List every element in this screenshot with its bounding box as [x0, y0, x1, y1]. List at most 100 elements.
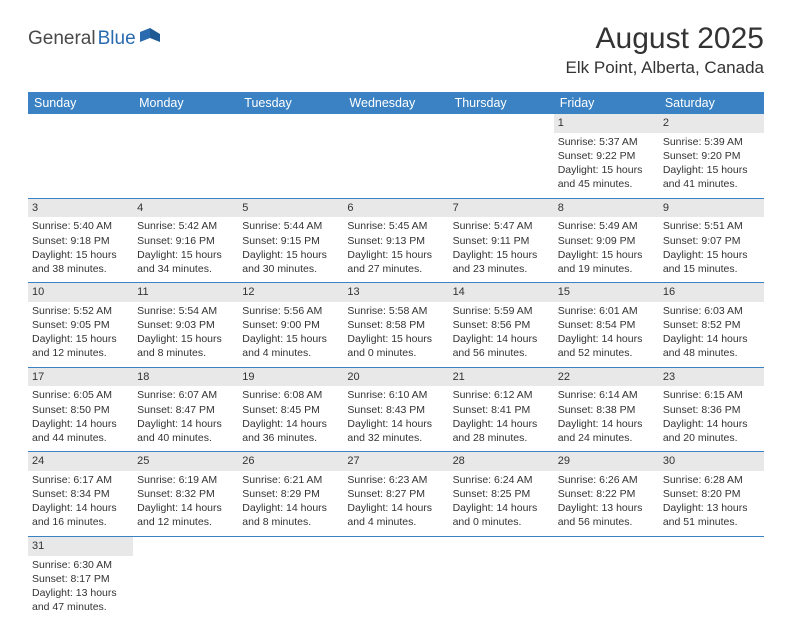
calendar-cell: 11Sunrise: 5:54 AMSunset: 9:03 PMDayligh…: [133, 283, 238, 368]
sunset-text: Sunset: 8:20 PM: [663, 487, 760, 501]
day-header: Friday: [554, 92, 659, 114]
sunset-text: Sunset: 8:36 PM: [663, 403, 760, 417]
calendar-cell: 20Sunrise: 6:10 AMSunset: 8:43 PMDayligh…: [343, 367, 448, 452]
sunrise-text: Sunrise: 6:23 AM: [347, 473, 444, 487]
day-number: 25: [133, 452, 238, 471]
daylight2-text: and 12 minutes.: [32, 346, 129, 360]
daylight2-text: and 20 minutes.: [663, 431, 760, 445]
daylight1-text: Daylight: 14 hours: [242, 417, 339, 431]
sunset-text: Sunset: 9:13 PM: [347, 234, 444, 248]
sunset-text: Sunset: 8:17 PM: [32, 572, 129, 586]
title-block: August 2025 Elk Point, Alberta, Canada: [566, 22, 764, 78]
daylight2-text: and 41 minutes.: [663, 177, 760, 191]
sunset-text: Sunset: 8:41 PM: [453, 403, 550, 417]
logo-text-blue: Blue: [98, 28, 136, 50]
daylight1-text: Daylight: 14 hours: [558, 417, 655, 431]
calendar-cell: 6Sunrise: 5:45 AMSunset: 9:13 PMDaylight…: [343, 198, 448, 283]
sunrise-text: Sunrise: 6:24 AM: [453, 473, 550, 487]
sunrise-text: Sunrise: 5:44 AM: [242, 219, 339, 233]
daylight1-text: Daylight: 15 hours: [242, 332, 339, 346]
day-header: Thursday: [449, 92, 554, 114]
day-header: Wednesday: [343, 92, 448, 114]
daylight1-text: Daylight: 15 hours: [453, 248, 550, 262]
sunrise-text: Sunrise: 6:12 AM: [453, 388, 550, 402]
daylight1-text: Daylight: 13 hours: [558, 501, 655, 515]
calendar-header-row: SundayMondayTuesdayWednesdayThursdayFrid…: [28, 92, 764, 114]
daylight1-text: Daylight: 15 hours: [347, 332, 444, 346]
sunset-text: Sunset: 8:47 PM: [137, 403, 234, 417]
daylight1-text: Daylight: 15 hours: [558, 163, 655, 177]
day-header: Sunday: [28, 92, 133, 114]
calendar-body: 1Sunrise: 5:37 AMSunset: 9:22 PMDaylight…: [28, 114, 764, 620]
sunrise-text: Sunrise: 6:17 AM: [32, 473, 129, 487]
sunrise-text: Sunrise: 5:52 AM: [32, 304, 129, 318]
calendar-cell: 17Sunrise: 6:05 AMSunset: 8:50 PMDayligh…: [28, 367, 133, 452]
flag-icon: [140, 28, 162, 49]
daylight2-text: and 8 minutes.: [242, 515, 339, 529]
calendar-cell: 7Sunrise: 5:47 AMSunset: 9:11 PMDaylight…: [449, 198, 554, 283]
sunrise-text: Sunrise: 6:19 AM: [137, 473, 234, 487]
sunset-text: Sunset: 8:29 PM: [242, 487, 339, 501]
calendar-cell: 3Sunrise: 5:40 AMSunset: 9:18 PMDaylight…: [28, 198, 133, 283]
daylight2-text: and 36 minutes.: [242, 431, 339, 445]
day-number: 31: [28, 537, 133, 556]
daylight1-text: Daylight: 14 hours: [453, 417, 550, 431]
sunrise-text: Sunrise: 5:40 AM: [32, 219, 129, 233]
daylight2-text: and 0 minutes.: [453, 515, 550, 529]
day-number: 26: [238, 452, 343, 471]
calendar-cell: 4Sunrise: 5:42 AMSunset: 9:16 PMDaylight…: [133, 198, 238, 283]
daylight1-text: Daylight: 14 hours: [558, 332, 655, 346]
calendar-cell: [659, 536, 764, 620]
daylight1-text: Daylight: 15 hours: [137, 248, 234, 262]
calendar-cell: [449, 536, 554, 620]
sunrise-text: Sunrise: 6:28 AM: [663, 473, 760, 487]
day-number: 15: [554, 283, 659, 302]
daylight2-text: and 8 minutes.: [137, 346, 234, 360]
calendar-cell: [449, 114, 554, 198]
daylight1-text: Daylight: 15 hours: [242, 248, 339, 262]
calendar-cell: 24Sunrise: 6:17 AMSunset: 8:34 PMDayligh…: [28, 452, 133, 537]
sunset-text: Sunset: 8:50 PM: [32, 403, 129, 417]
day-number: 1: [554, 114, 659, 133]
calendar-week: 17Sunrise: 6:05 AMSunset: 8:50 PMDayligh…: [28, 367, 764, 452]
day-number: 5: [238, 199, 343, 218]
sunrise-text: Sunrise: 6:07 AM: [137, 388, 234, 402]
calendar-cell: [238, 114, 343, 198]
day-number: 21: [449, 368, 554, 387]
calendar-cell: 15Sunrise: 6:01 AMSunset: 8:54 PMDayligh…: [554, 283, 659, 368]
day-number: 19: [238, 368, 343, 387]
day-number: 11: [133, 283, 238, 302]
sunset-text: Sunset: 9:18 PM: [32, 234, 129, 248]
calendar-cell: 9Sunrise: 5:51 AMSunset: 9:07 PMDaylight…: [659, 198, 764, 283]
sunset-text: Sunset: 8:43 PM: [347, 403, 444, 417]
sunset-text: Sunset: 9:11 PM: [453, 234, 550, 248]
daylight1-text: Daylight: 15 hours: [32, 248, 129, 262]
logo: GeneralBlue: [28, 28, 162, 50]
sunrise-text: Sunrise: 6:10 AM: [347, 388, 444, 402]
sunset-text: Sunset: 9:16 PM: [137, 234, 234, 248]
day-number: 9: [659, 199, 764, 218]
sunset-text: Sunset: 9:03 PM: [137, 318, 234, 332]
sunset-text: Sunset: 9:15 PM: [242, 234, 339, 248]
sunrise-text: Sunrise: 6:30 AM: [32, 558, 129, 572]
sunset-text: Sunset: 8:38 PM: [558, 403, 655, 417]
sunset-text: Sunset: 9:00 PM: [242, 318, 339, 332]
daylight1-text: Daylight: 14 hours: [453, 332, 550, 346]
sunset-text: Sunset: 8:54 PM: [558, 318, 655, 332]
sunrise-text: Sunrise: 6:21 AM: [242, 473, 339, 487]
daylight2-text: and 28 minutes.: [453, 431, 550, 445]
calendar-week: 31Sunrise: 6:30 AMSunset: 8:17 PMDayligh…: [28, 536, 764, 620]
daylight2-text: and 51 minutes.: [663, 515, 760, 529]
sunrise-text: Sunrise: 5:59 AM: [453, 304, 550, 318]
sunset-text: Sunset: 9:20 PM: [663, 149, 760, 163]
daylight2-text: and 34 minutes.: [137, 262, 234, 276]
calendar-cell: 16Sunrise: 6:03 AMSunset: 8:52 PMDayligh…: [659, 283, 764, 368]
daylight1-text: Daylight: 14 hours: [32, 417, 129, 431]
daylight1-text: Daylight: 14 hours: [663, 417, 760, 431]
daylight2-text: and 44 minutes.: [32, 431, 129, 445]
month-title: August 2025: [566, 22, 764, 56]
daylight1-text: Daylight: 15 hours: [32, 332, 129, 346]
calendar-cell: 25Sunrise: 6:19 AMSunset: 8:32 PMDayligh…: [133, 452, 238, 537]
calendar-cell: 13Sunrise: 5:58 AMSunset: 8:58 PMDayligh…: [343, 283, 448, 368]
logo-text-dark: General: [28, 28, 96, 50]
